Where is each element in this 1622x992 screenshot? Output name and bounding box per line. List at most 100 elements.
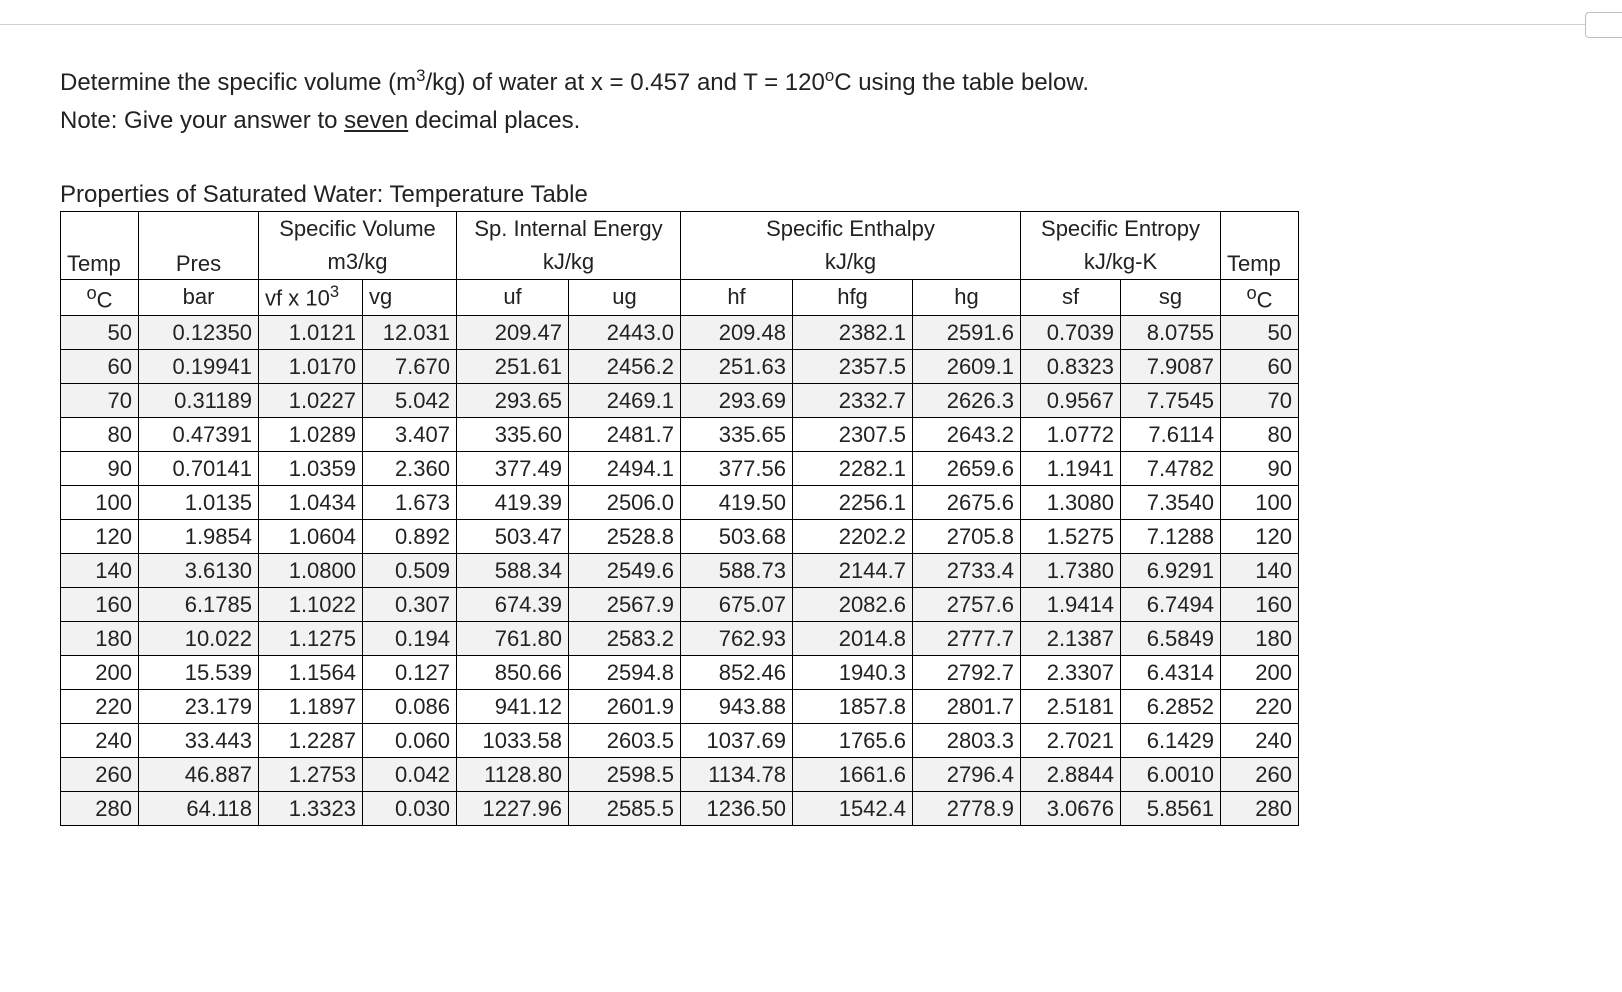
cell-hg: 2675.6 xyxy=(913,486,1021,520)
cell-vf: 1.1022 xyxy=(259,588,363,622)
cell-uf: 1128.80 xyxy=(457,758,569,792)
cell-hfg: 2082.6 xyxy=(793,588,913,622)
cell-ug: 2583.2 xyxy=(569,622,681,656)
cell-vf: 1.2287 xyxy=(259,724,363,758)
cell-hf: 1134.78 xyxy=(681,758,793,792)
cell-sf: 1.0772 xyxy=(1021,418,1121,452)
cell-sg: 7.4782 xyxy=(1121,452,1221,486)
cell-ug: 2598.5 xyxy=(569,758,681,792)
cell-sg: 7.9087 xyxy=(1121,350,1221,384)
cell-ug: 2456.2 xyxy=(569,350,681,384)
cell-sf: 3.0676 xyxy=(1021,792,1121,826)
table-row: 1001.01351.04341.673419.392506.0419.5022… xyxy=(61,486,1299,520)
cell-hg: 2757.6 xyxy=(913,588,1021,622)
question-note: Note: Give your answer to seven decimal … xyxy=(60,107,1562,135)
table-row: 600.199411.01707.670251.612456.2251.6323… xyxy=(61,350,1299,384)
cell-vf: 1.2753 xyxy=(259,758,363,792)
cell-sg: 5.8561 xyxy=(1121,792,1221,826)
cell-vg: 2.360 xyxy=(363,452,457,486)
cell-temp: 90 xyxy=(61,452,139,486)
cell-sf: 2.5181 xyxy=(1021,690,1121,724)
corner-tab xyxy=(1585,12,1622,38)
cell-sg: 8.0755 xyxy=(1121,316,1221,350)
cell-sf: 1.3080 xyxy=(1021,486,1121,520)
table-row: 1606.17851.10220.307674.392567.9675.0720… xyxy=(61,588,1299,622)
table-row: 800.473911.02893.407335.602481.7335.6523… xyxy=(61,418,1299,452)
th-temp2-unit: oC xyxy=(1221,279,1299,315)
th-hg: hg xyxy=(913,279,1021,315)
th-sg: sg xyxy=(1121,279,1221,315)
cell-vf: 1.0170 xyxy=(259,350,363,384)
cell-temp2: 100 xyxy=(1221,486,1299,520)
cell-ug: 2601.9 xyxy=(569,690,681,724)
cell-pres: 0.47391 xyxy=(139,418,259,452)
table-body: 500.123501.012112.031209.472443.0209.482… xyxy=(61,316,1299,826)
cell-sg: 6.5849 xyxy=(1121,622,1221,656)
cell-ug: 2494.1 xyxy=(569,452,681,486)
cell-temp2: 200 xyxy=(1221,656,1299,690)
cell-temp: 180 xyxy=(61,622,139,656)
cell-vg: 0.060 xyxy=(363,724,457,758)
cell-temp: 220 xyxy=(61,690,139,724)
note-underlined: seven xyxy=(344,107,408,134)
cell-hf: 588.73 xyxy=(681,554,793,588)
cell-temp: 60 xyxy=(61,350,139,384)
cell-pres: 10.022 xyxy=(139,622,259,656)
cell-temp2: 90 xyxy=(1221,452,1299,486)
cell-hf: 419.50 xyxy=(681,486,793,520)
cell-sf: 2.7021 xyxy=(1021,724,1121,758)
cell-pres: 23.179 xyxy=(139,690,259,724)
th-ue-unit: kJ/kg xyxy=(457,245,681,279)
cell-temp: 100 xyxy=(61,486,139,520)
cell-hfg: 1542.4 xyxy=(793,792,913,826)
saturated-water-table: Temp Pres Specific Volume Sp. Internal E… xyxy=(60,211,1299,826)
table-row: 28064.1181.33230.0301227.962585.51236.50… xyxy=(61,792,1299,826)
cell-hfg: 2202.2 xyxy=(793,520,913,554)
cell-hfg: 2144.7 xyxy=(793,554,913,588)
cell-ug: 2469.1 xyxy=(569,384,681,418)
cell-hf: 503.68 xyxy=(681,520,793,554)
cell-pres: 64.118 xyxy=(139,792,259,826)
table-row: 26046.8871.27530.0421128.802598.51134.78… xyxy=(61,758,1299,792)
cell-ug: 2594.8 xyxy=(569,656,681,690)
cell-vf: 1.0359 xyxy=(259,452,363,486)
cell-sg: 6.1429 xyxy=(1121,724,1221,758)
cell-hf: 852.46 xyxy=(681,656,793,690)
cell-hg: 2591.6 xyxy=(913,316,1021,350)
cell-temp2: 280 xyxy=(1221,792,1299,826)
cell-temp2: 70 xyxy=(1221,384,1299,418)
cell-vg: 0.086 xyxy=(363,690,457,724)
cell-ug: 2506.0 xyxy=(569,486,681,520)
cell-ug: 2481.7 xyxy=(569,418,681,452)
cell-sg: 6.2852 xyxy=(1121,690,1221,724)
cell-temp: 80 xyxy=(61,418,139,452)
table-row: 20015.5391.15640.127850.662594.8852.4619… xyxy=(61,656,1299,690)
cell-hg: 2792.7 xyxy=(913,656,1021,690)
cell-sg: 7.7545 xyxy=(1121,384,1221,418)
cell-uf: 293.65 xyxy=(457,384,569,418)
cell-vg: 12.031 xyxy=(363,316,457,350)
cell-temp2: 140 xyxy=(1221,554,1299,588)
th-temp: Temp xyxy=(61,211,139,279)
th-s-group: Specific Entropy xyxy=(1021,211,1221,245)
cell-temp2: 260 xyxy=(1221,758,1299,792)
cell-hfg: 2332.7 xyxy=(793,384,913,418)
cell-temp: 160 xyxy=(61,588,139,622)
cell-hg: 2643.2 xyxy=(913,418,1021,452)
cell-sf: 1.7380 xyxy=(1021,554,1121,588)
cell-hf: 377.56 xyxy=(681,452,793,486)
cell-vf: 1.0121 xyxy=(259,316,363,350)
th-h-group: Specific Enthalpy xyxy=(681,211,1021,245)
cell-pres: 0.12350 xyxy=(139,316,259,350)
cell-vg: 0.030 xyxy=(363,792,457,826)
cell-uf: 941.12 xyxy=(457,690,569,724)
cell-vf: 1.1564 xyxy=(259,656,363,690)
cell-sf: 0.9567 xyxy=(1021,384,1121,418)
page-root: Determine the specific volume (m3/kg) of… xyxy=(0,0,1622,866)
cell-sg: 6.4314 xyxy=(1121,656,1221,690)
th-sf: sf xyxy=(1021,279,1121,315)
cell-vg: 0.194 xyxy=(363,622,457,656)
cell-sg: 6.7494 xyxy=(1121,588,1221,622)
cell-temp: 280 xyxy=(61,792,139,826)
cell-hfg: 2307.5 xyxy=(793,418,913,452)
